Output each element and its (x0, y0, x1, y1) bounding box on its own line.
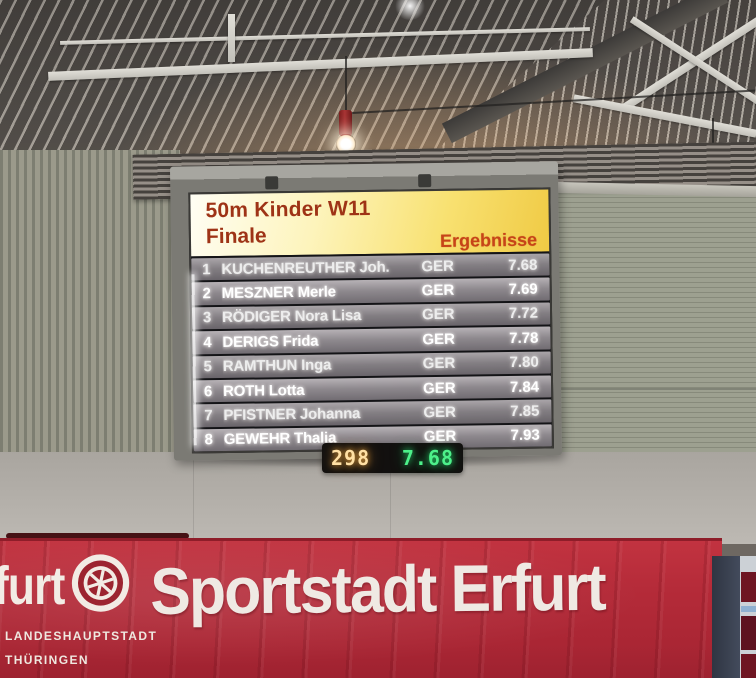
result-row: 7 PFISTNER Johanna GER 7.85 (193, 399, 552, 428)
truss-post (228, 14, 235, 62)
wall-seam-vertical-2 (390, 455, 391, 538)
result-nation: GER (421, 306, 455, 324)
result-name: ROTH Lotta (222, 381, 305, 400)
mount-bracket-right (418, 174, 432, 188)
result-nation: GER (421, 281, 455, 300)
result-nation: GER (421, 257, 455, 275)
result-time: 7.80 (509, 353, 539, 372)
result-rank: 3 (202, 309, 212, 327)
ceiling-light-glow (394, 0, 426, 20)
erfurt-wheel-icon (63, 546, 136, 626)
result-rank: 4 (203, 333, 212, 352)
result-row: 6 ROTH Lotta GER 7.84 (192, 375, 552, 403)
railing-bar (6, 533, 189, 539)
result-name: PFISTNER Johanna (223, 405, 361, 424)
event-title: 50m Kinder W11 (205, 196, 371, 223)
wall-seam-vertical-1 (193, 455, 194, 538)
result-row: 3 RÖDIGER Nora Lisa GER 7.72 (191, 302, 551, 330)
result-nation: GER (423, 403, 457, 422)
wall-seam-horizontal (552, 388, 756, 390)
logo-caption-line2: THÜRINGEN (5, 653, 89, 667)
infield-timer-display: 298 7.68 (322, 443, 463, 473)
results-header-label: Ergebnisse (439, 229, 538, 251)
results-table: 1 KUCHENREUTHER Joh. GER 7.68 2 MESZNER … (191, 251, 552, 452)
background-blue-strip (741, 606, 756, 612)
result-time: 7.93 (510, 426, 540, 445)
result-time: 7.72 (508, 305, 539, 323)
round-label: Finale (205, 224, 267, 249)
result-row: 2 MESZNER Merle GER 7.69 (191, 277, 550, 306)
result-nation: GER (422, 379, 456, 397)
result-name: KUCHENREUTHER Joh. (221, 258, 390, 278)
result-time: 7.69 (508, 280, 538, 299)
scoreboard-screen: 50m Kinder W11 Finale Ergebnisse 1 KUCHE… (188, 187, 554, 454)
result-name: RAMTHUN Inga (222, 356, 332, 376)
logo-caption-line1: LANDESHAUPTSTADT (5, 629, 158, 643)
background-window-3 (741, 654, 756, 678)
result-nation: GER (422, 330, 456, 349)
scoreboard-header: 50m Kinder W11 Finale Ergebnisse (190, 189, 550, 257)
mount-bracket-left (265, 176, 279, 190)
timer-counter: 298 (331, 446, 371, 470)
result-row: 5 RAMTHUN Inga GER 7.80 (192, 350, 551, 379)
timer-time: 7.68 (401, 446, 454, 470)
result-nation: GER (422, 354, 456, 373)
scoreboard: 50m Kinder W11 Finale Ergebnisse 1 KUCHE… (169, 161, 563, 461)
result-rank: 1 (202, 260, 211, 278)
result-rank: 8 (204, 431, 214, 449)
hanging-lamp-cord-1 (345, 56, 347, 112)
hanging-lamp-fixture-1 (339, 110, 352, 136)
result-time: 7.68 (508, 256, 538, 274)
result-rank: 2 (202, 285, 212, 303)
result-name: MESZNER Merle (221, 283, 336, 303)
result-time: 7.85 (510, 402, 540, 420)
hanging-lamp-bulb-1 (336, 134, 356, 154)
result-name: RÖDIGER Nora Lisa (221, 307, 362, 327)
background-window-1 (741, 572, 756, 602)
banner-main-text: Sportstadt Erfurt (150, 549, 606, 628)
mat-edge-navy (712, 556, 740, 678)
wall-siding-right (552, 192, 756, 462)
wall-corrugated-left (0, 150, 180, 465)
result-name: DERIGS Frida (222, 332, 319, 351)
result-rank: 5 (203, 358, 213, 376)
background-window-2 (741, 616, 756, 650)
result-time: 7.84 (509, 378, 540, 396)
result-rank: 7 (204, 407, 213, 425)
result-row: 1 KUCHENREUTHER Joh. GER 7.68 (191, 253, 550, 281)
hanging-lamp-cord-2 (712, 118, 714, 150)
result-row: 4 DERIGS Frida GER 7.78 (192, 326, 551, 354)
sponsor-banner: furt LANDESHAUPTSTADT THÜRINGEN Sportsta… (0, 538, 722, 678)
erfurt-logo-partial-text: furt (0, 556, 65, 616)
result-rank: 6 (203, 382, 213, 400)
result-time: 7.78 (509, 329, 539, 347)
